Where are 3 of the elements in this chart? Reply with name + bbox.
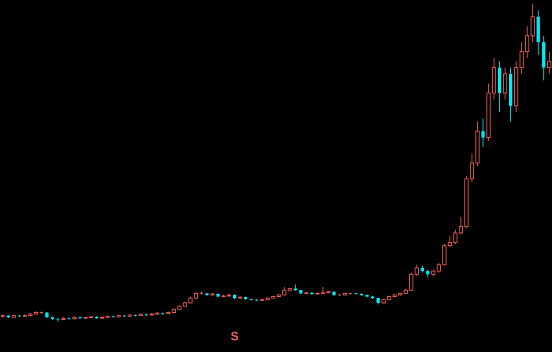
candlestick (503, 67, 508, 100)
text: S (230, 332, 238, 340)
candlestick (481, 118, 485, 148)
